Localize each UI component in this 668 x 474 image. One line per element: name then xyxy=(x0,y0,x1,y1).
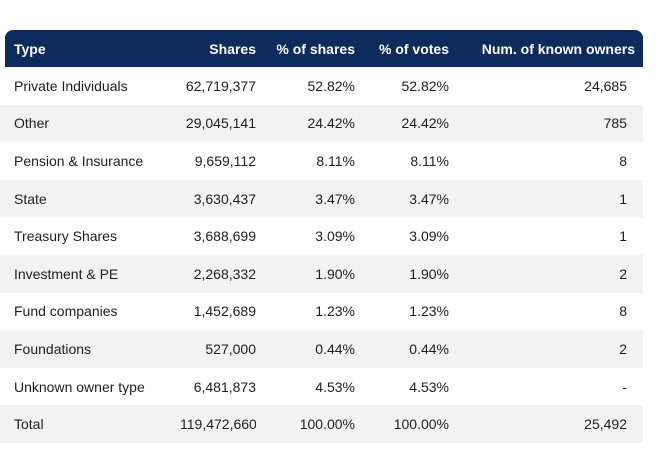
cell-pct-shares: 24.42% xyxy=(307,115,355,132)
cell-pct-votes: 3.09% xyxy=(409,228,449,245)
cell-shares: 2,268,332 xyxy=(193,265,256,282)
cell-shares: 1,452,689 xyxy=(193,303,256,320)
cell-shares: 3,630,437 xyxy=(193,190,256,207)
table-row-other: Other 29,045,141 24.42% 24.42% 785 xyxy=(0,104,643,143)
cell-pct-votes: 8.11% xyxy=(410,152,449,169)
cell-owners: 785 xyxy=(603,115,627,132)
table-row-treasury-shares: Treasury Shares 3,688,699 3.09% 3.09% 1 xyxy=(0,217,643,255)
cell-shares: 119,472,660 xyxy=(180,416,256,433)
column-header-shares: Shares xyxy=(209,40,256,57)
cell-pct-shares: 1.90% xyxy=(315,265,355,282)
table-body: Private Individuals 62,719,377 52.82% 52.82… xyxy=(0,67,643,443)
cell-pct-votes: 3.47% xyxy=(409,190,449,207)
column-header-type: Type xyxy=(14,40,46,57)
cell-shares: 3,688,699 xyxy=(193,228,256,245)
cell-type: Pension & Insurance xyxy=(14,152,144,169)
table-row-pension-insurance: Pension & Insurance 9,659,112 8.11% 8.11% 8 xyxy=(0,142,643,180)
table-row-private-individuals: Private Individuals 62,719,377 52.82% 52.82… xyxy=(0,67,643,105)
cell-type: Total xyxy=(14,416,44,433)
table-row-fund-companies: Fund companies 1,452,689 1.23% 1.23% 8 xyxy=(0,292,643,331)
column-header-of-shares: % of shares xyxy=(276,40,355,57)
table-header-row: Type Shares % of shares % of votes Num. of k… xyxy=(5,30,643,67)
cell-type: Investment & PE xyxy=(14,265,119,282)
cell-pct-shares: 52.82% xyxy=(307,77,355,94)
cell-type: Private Individuals xyxy=(14,77,128,94)
cell-shares: 62,719,377 xyxy=(185,77,256,94)
cell-owners: 1 xyxy=(619,228,627,245)
cell-owners: 8 xyxy=(619,303,627,320)
cell-pct-shares: 100.00% xyxy=(299,416,355,433)
cell-owners: 24,685 xyxy=(584,77,627,94)
cell-type: Unknown owner type xyxy=(14,378,145,395)
cell-owners: - xyxy=(622,378,627,395)
cell-type: Foundations xyxy=(14,340,92,357)
cell-type: State xyxy=(14,190,47,207)
table-row-total: Total 119,472,660 100.00% 100.00% 25,492 xyxy=(0,405,643,443)
cell-shares: 29,045,141 xyxy=(185,115,256,132)
cell-pct-shares: 3.09% xyxy=(315,228,355,245)
cell-owners: 8 xyxy=(619,152,627,169)
table-row-unknown-owner-type: Unknown owner type 6,481,873 4.53% 4.53% - xyxy=(0,367,643,406)
cell-owners: 2 xyxy=(619,340,627,357)
cell-owners: 2 xyxy=(619,265,627,282)
cell-pct-shares: 0.44% xyxy=(315,340,355,357)
cell-pct-votes: 100.00% xyxy=(393,416,449,433)
cell-pct-votes: 1.23% xyxy=(409,303,449,320)
table-row-investment-pe: Investment & PE 2,268,332 1.90% 1.90% 2 xyxy=(0,254,643,293)
cell-type: Other xyxy=(14,115,50,132)
cell-type: Fund companies xyxy=(14,303,118,320)
cell-owners: 25,492 xyxy=(584,416,627,433)
cell-pct-votes: 24.42% xyxy=(401,115,449,132)
cell-pct-votes: 52.82% xyxy=(401,77,449,94)
cell-pct-votes: 0.44% xyxy=(409,340,449,357)
shareholder-distribution-table: Type Shares % of shares % of votes Num. of k… xyxy=(0,30,643,443)
cell-pct-shares: 4.53% xyxy=(315,378,355,395)
cell-pct-votes: 4.53% xyxy=(409,378,449,395)
cell-pct-shares: 8.11% xyxy=(316,152,355,169)
cell-owners: 1 xyxy=(619,190,627,207)
cell-pct-votes: 1.90% xyxy=(409,265,449,282)
table-row-state: State 3,630,437 3.47% 3.47% 1 xyxy=(0,179,643,218)
table-row-foundations: Foundations 527,000 0.44% 0.44% 2 xyxy=(0,330,643,368)
cell-shares: 6,481,873 xyxy=(193,378,256,395)
cell-pct-shares: 3.47% xyxy=(315,190,355,207)
cell-shares: 527,000 xyxy=(205,340,256,357)
cell-type: Treasury Shares xyxy=(14,228,117,245)
column-header-of-votes: % of votes xyxy=(378,40,449,57)
column-header-num-of-known-owners: Num. of known owners xyxy=(481,40,635,57)
cell-pct-shares: 1.23% xyxy=(315,303,355,320)
cell-shares: 9,659,112 xyxy=(194,152,256,169)
